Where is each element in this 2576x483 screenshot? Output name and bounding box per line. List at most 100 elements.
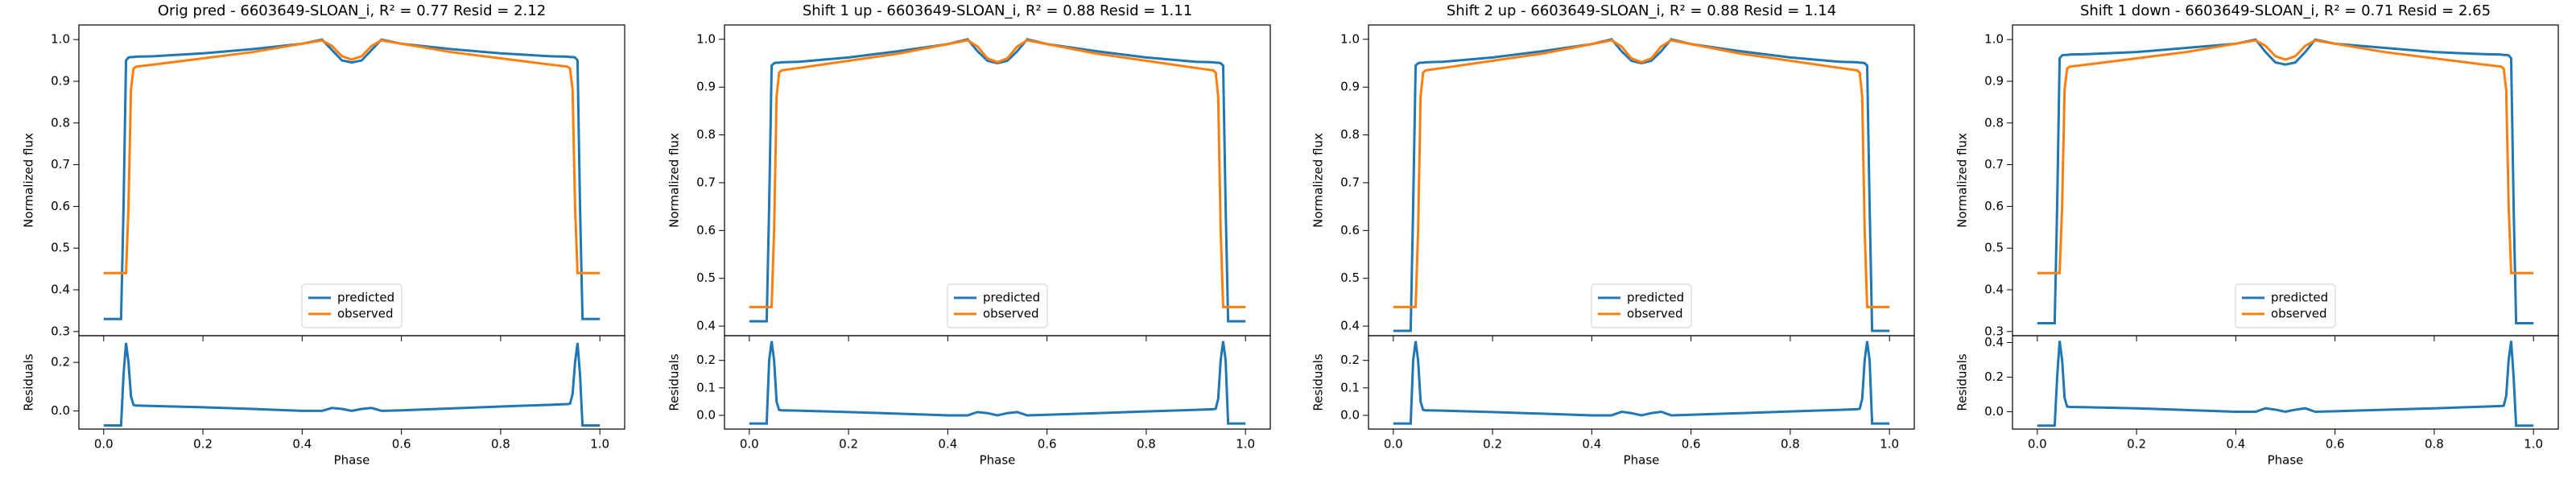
x-tick-label: 0.2: [2127, 437, 2146, 452]
y-tick-label: 0.8: [51, 115, 70, 130]
series-line: [103, 342, 601, 427]
series-line: [749, 39, 1246, 308]
legend-label: predicted: [1627, 291, 1684, 305]
x-tick-label: 0.6: [1038, 437, 1057, 452]
y-tick-label: 0.4: [696, 319, 716, 333]
y-tick-label: 0.4: [1340, 319, 1360, 333]
legend-box: [301, 283, 402, 328]
y-tick-label: 0.0: [696, 407, 716, 422]
y-tick-label: 0.5: [1340, 270, 1360, 285]
axes-frame: [724, 335, 1271, 430]
y-axis-label: Residuals: [1955, 353, 1970, 411]
x-tick-label: 0.4: [2226, 437, 2245, 452]
y-axis-label: Normalized flux: [22, 133, 36, 228]
y-tick-label: 0.8: [1340, 127, 1360, 142]
x-axis-label: Phase: [1624, 453, 1660, 468]
chart-title: Shift 1 up - 6603649-SLOAN_i, R² = 0.88 …: [803, 2, 1192, 19]
legend-box: [2235, 283, 2336, 328]
y-axis-label: Residuals: [667, 353, 682, 411]
series-line: [2037, 341, 2534, 427]
y-tick-label: 0.8: [696, 127, 716, 142]
y-tick-label: 1.0: [1340, 31, 1360, 46]
x-tick-label: 0.0: [1384, 437, 1403, 452]
y-tick-label: 0.6: [696, 223, 716, 237]
y-tick-label: 0.6: [51, 199, 70, 213]
y-tick-label: 0.2: [1340, 353, 1360, 367]
y-tick-label: 0.1: [1340, 380, 1360, 394]
legend-label: predicted: [337, 291, 394, 305]
legend-label: observed: [337, 307, 394, 321]
y-axis-label: Normalized flux: [1311, 133, 1326, 228]
series-line: [749, 341, 1246, 425]
x-tick-label: 0.2: [193, 437, 213, 452]
x-tick-label: 1.0: [1236, 437, 1255, 452]
y-tick-label: 0.9: [51, 73, 70, 88]
legend-label: predicted: [983, 291, 1040, 305]
y-tick-label: 0.7: [696, 175, 716, 189]
x-tick-label: 0.4: [1582, 437, 1601, 452]
x-tick-label: 0.6: [392, 437, 411, 452]
axes-frame: [78, 335, 625, 430]
y-tick-label: 0.7: [51, 157, 70, 171]
y-tick-label: 0.4: [1984, 335, 2004, 349]
y-tick-label: 0.4: [1984, 283, 2004, 297]
x-tick-label: 0.8: [1137, 437, 1156, 452]
y-tick-label: 0.6: [1340, 223, 1360, 237]
series-line: [103, 38, 601, 320]
y-tick-label: 1.0: [51, 32, 70, 47]
y-tick-label: 0.0: [1984, 404, 2004, 419]
chart-title: Orig pred - 6603649-SLOAN_i, R² = 0.77 R…: [158, 2, 546, 19]
y-tick-label: 0.5: [1984, 241, 2004, 255]
legend-label: observed: [2271, 307, 2327, 321]
legend-box: [1591, 283, 1692, 328]
x-tick-label: 0.2: [1483, 437, 1502, 452]
y-tick-label: 0.3: [51, 324, 70, 338]
x-tick-label: 0.6: [2326, 437, 2345, 452]
y-axis-label: Normalized flux: [667, 133, 682, 228]
y-tick-label: 0.7: [1984, 157, 2004, 171]
y-axis-label: Normalized flux: [1955, 133, 1970, 228]
x-tick-label: 0.0: [2028, 437, 2047, 452]
x-tick-label: 0.8: [491, 437, 510, 452]
y-tick-label: 0.2: [696, 353, 716, 367]
y-tick-label: 0.2: [1984, 369, 2004, 384]
y-tick-label: 0.8: [1984, 115, 2004, 130]
x-axis-label: Phase: [980, 453, 1016, 468]
series-line: [2037, 39, 2534, 275]
x-tick-label: 0.0: [740, 437, 759, 452]
chart-title: Shift 1 down - 6603649-SLOAN_i, R² = 0.7…: [2080, 2, 2491, 19]
legend-label: observed: [1627, 307, 1683, 321]
y-tick-label: 1.0: [696, 31, 716, 46]
y-tick-label: 0.5: [696, 270, 716, 285]
series-line: [2037, 38, 2534, 324]
x-axis-label: Phase: [2268, 453, 2304, 468]
y-tick-label: 0.5: [51, 241, 70, 255]
y-tick-label: 0.2: [51, 355, 70, 369]
x-axis-label: Phase: [334, 453, 370, 468]
series-line: [103, 39, 601, 275]
x-tick-label: 1.0: [1880, 437, 1899, 452]
y-tick-label: 0.9: [1340, 80, 1360, 94]
y-tick-label: 0.9: [1984, 73, 2004, 88]
series-line: [1393, 341, 1890, 425]
legend-label: observed: [983, 307, 1039, 321]
x-tick-label: 0.4: [292, 437, 312, 452]
series-line: [749, 38, 1246, 323]
chart-title: Shift 2 up - 6603649-SLOAN_i, R² = 0.88 …: [1447, 2, 1836, 19]
x-tick-label: 0.6: [1682, 437, 1701, 452]
axes-frame: [1368, 335, 1915, 430]
y-tick-label: 0.4: [51, 283, 70, 297]
y-tick-label: 0.0: [1340, 407, 1360, 422]
x-tick-label: 1.0: [2524, 437, 2543, 452]
y-tick-label: 0.6: [1984, 199, 2004, 213]
x-tick-label: 0.8: [1781, 437, 1800, 452]
y-tick-label: 0.9: [696, 80, 716, 94]
legend-label: predicted: [2271, 291, 2328, 305]
y-tick-label: 0.7: [1340, 175, 1360, 189]
y-tick-label: 0.3: [1984, 324, 2004, 338]
axes-frame: [2012, 335, 2559, 430]
x-tick-label: 0.0: [94, 437, 114, 452]
y-axis-label: Residuals: [22, 353, 36, 411]
y-tick-label: 1.0: [1984, 32, 2004, 47]
series-line: [1393, 39, 1890, 308]
